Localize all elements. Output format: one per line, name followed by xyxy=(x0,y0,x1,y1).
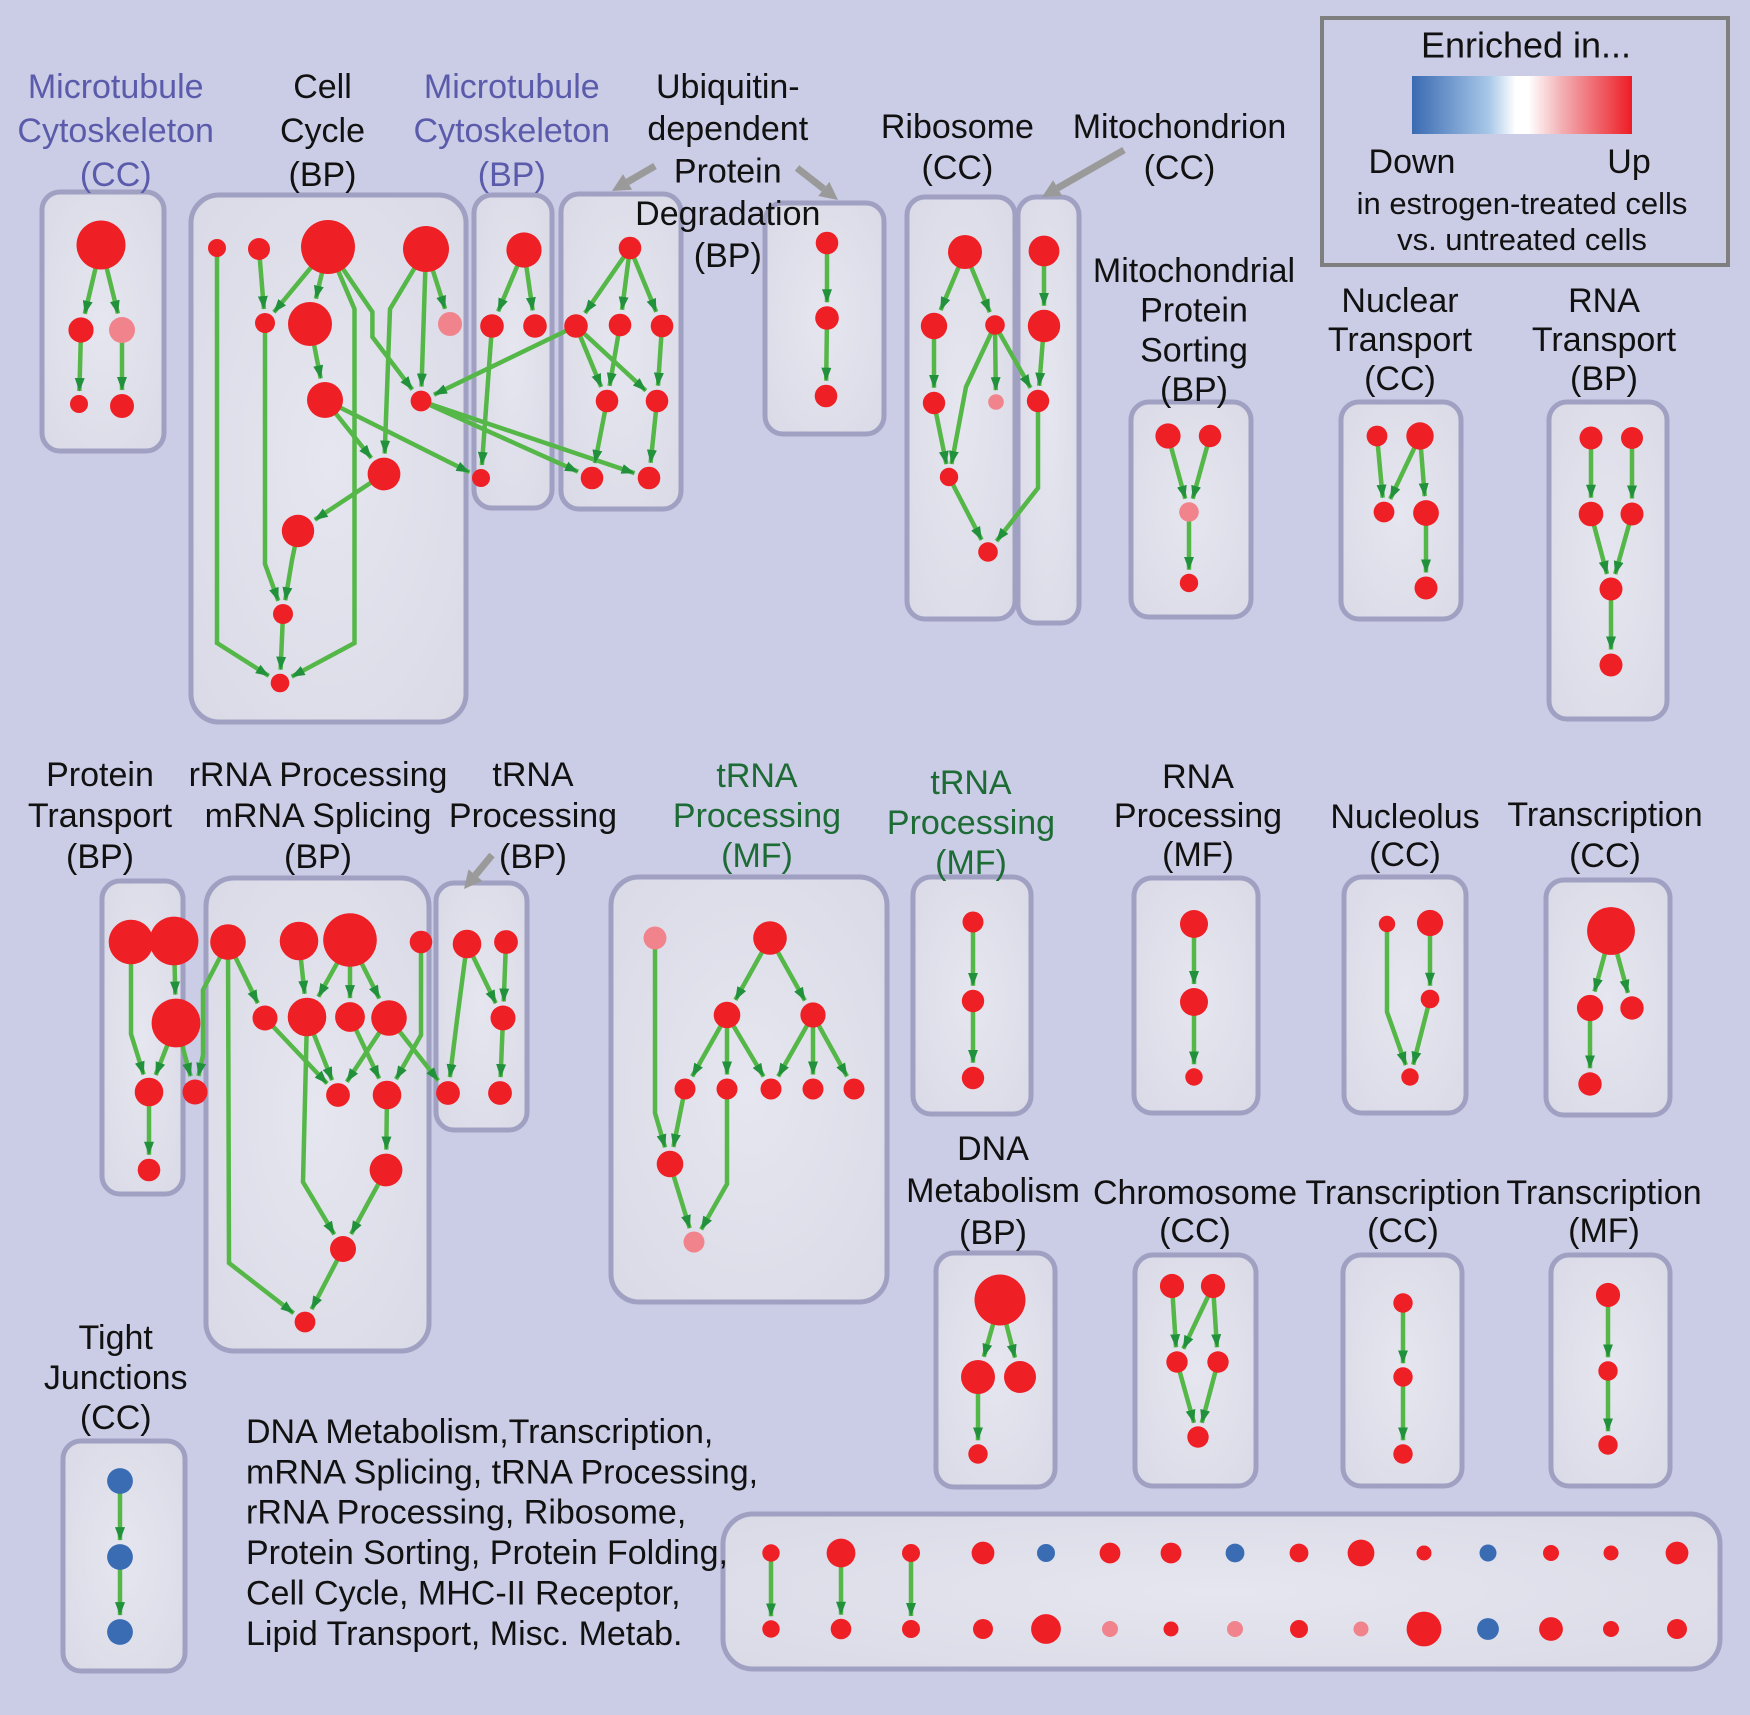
svg-text:(MF): (MF) xyxy=(1162,836,1234,874)
svg-text:Microtubule: Microtubule xyxy=(28,68,204,106)
svg-text:Ubiquitin-: Ubiquitin- xyxy=(656,68,800,106)
svg-text:vs. untreated cells: vs. untreated cells xyxy=(1397,222,1647,257)
svg-text:RNA: RNA xyxy=(1162,758,1234,796)
svg-text:Enriched in...: Enriched in... xyxy=(1421,25,1631,66)
svg-text:(BP): (BP) xyxy=(694,237,762,275)
svg-text:mRNA Splicing: mRNA Splicing xyxy=(205,797,432,835)
svg-text:Tight: Tight xyxy=(79,1319,154,1357)
svg-text:(CC): (CC) xyxy=(1369,836,1441,874)
svg-text:(CC): (CC) xyxy=(1144,149,1216,187)
svg-text:in estrogen-treated cells: in estrogen-treated cells xyxy=(1357,186,1688,221)
svg-text:(CC): (CC) xyxy=(80,1399,152,1437)
svg-text:Transcription: Transcription xyxy=(1506,1174,1701,1212)
svg-text:dependent: dependent xyxy=(647,110,808,148)
svg-text:(BP): (BP) xyxy=(959,1214,1027,1252)
svg-text:(CC): (CC) xyxy=(80,156,152,194)
svg-text:Cycle: Cycle xyxy=(280,112,365,150)
svg-text:DNA Metabolism,Transcription,: DNA Metabolism,Transcription, xyxy=(246,1413,713,1451)
svg-text:tRNA: tRNA xyxy=(716,757,798,795)
svg-text:(CC): (CC) xyxy=(1367,1212,1439,1250)
svg-text:tRNA: tRNA xyxy=(492,756,574,794)
svg-text:Cell Cycle, MHC-II Receptor,: Cell Cycle, MHC-II Receptor, xyxy=(246,1575,681,1613)
svg-text:Processing: Processing xyxy=(449,797,617,835)
svg-text:Nucleolus: Nucleolus xyxy=(1330,798,1479,836)
svg-text:Processing: Processing xyxy=(673,797,841,835)
svg-text:(BP): (BP) xyxy=(1160,371,1228,409)
svg-text:Lipid Transport, Misc. Metab.: Lipid Transport, Misc. Metab. xyxy=(246,1615,683,1653)
svg-text:Protein Sorting, Protein Foldi: Protein Sorting, Protein Folding, xyxy=(246,1534,728,1572)
svg-text:Nuclear: Nuclear xyxy=(1341,282,1458,320)
svg-text:(MF): (MF) xyxy=(1568,1212,1640,1250)
svg-text:Chromosome: Chromosome xyxy=(1093,1174,1297,1212)
svg-text:Transport: Transport xyxy=(1328,321,1473,359)
svg-text:(MF): (MF) xyxy=(935,844,1007,882)
svg-text:Junctions: Junctions xyxy=(44,1359,188,1397)
svg-text:Ribosome: Ribosome xyxy=(881,108,1034,146)
svg-text:Cell: Cell xyxy=(293,68,352,106)
svg-text:Transcription: Transcription xyxy=(1305,1174,1500,1212)
svg-text:Microtubule: Microtubule xyxy=(424,68,600,106)
svg-text:(CC): (CC) xyxy=(1364,360,1436,398)
svg-text:(BP): (BP) xyxy=(499,838,567,876)
svg-text:Protein: Protein xyxy=(1140,292,1248,330)
svg-text:Cytoskeleton: Cytoskeleton xyxy=(17,112,214,150)
svg-text:(BP): (BP) xyxy=(478,156,546,194)
svg-text:rRNA Processing, Ribosome,: rRNA Processing, Ribosome, xyxy=(246,1494,686,1532)
svg-text:Up: Up xyxy=(1607,143,1650,181)
svg-text:(BP): (BP) xyxy=(1570,360,1638,398)
svg-text:RNA: RNA xyxy=(1568,282,1640,320)
svg-text:(CC): (CC) xyxy=(1569,837,1641,875)
svg-text:(CC): (CC) xyxy=(922,149,994,187)
svg-text:mRNA Splicing, tRNA Processing: mRNA Splicing, tRNA Processing, xyxy=(246,1453,758,1491)
svg-text:Sorting: Sorting xyxy=(1140,331,1248,369)
svg-text:Protein: Protein xyxy=(46,756,154,794)
svg-text:Down: Down xyxy=(1369,143,1456,181)
svg-text:rRNA Processing: rRNA Processing xyxy=(189,756,448,794)
svg-text:Mitochondrial: Mitochondrial xyxy=(1093,252,1295,290)
svg-text:Transcription: Transcription xyxy=(1507,796,1702,834)
svg-text:Transport: Transport xyxy=(1532,321,1677,359)
svg-text:DNA: DNA xyxy=(957,1130,1029,1168)
svg-text:Metabolism: Metabolism xyxy=(906,1172,1080,1210)
svg-text:Protein: Protein xyxy=(674,153,782,191)
svg-text:Transport: Transport xyxy=(28,797,173,835)
svg-text:(BP): (BP) xyxy=(289,156,357,194)
svg-text:Degradation: Degradation xyxy=(635,195,820,233)
svg-text:Processing: Processing xyxy=(887,804,1055,842)
svg-text:Mitochondrion: Mitochondrion xyxy=(1073,108,1287,146)
svg-text:(BP): (BP) xyxy=(66,838,134,876)
svg-text:(BP): (BP) xyxy=(284,838,352,876)
svg-text:Cytoskeleton: Cytoskeleton xyxy=(414,112,611,150)
svg-text:tRNA: tRNA xyxy=(930,764,1012,802)
svg-text:Processing: Processing xyxy=(1114,797,1282,835)
svg-text:(MF): (MF) xyxy=(721,837,793,875)
svg-text:(CC): (CC) xyxy=(1159,1212,1231,1250)
